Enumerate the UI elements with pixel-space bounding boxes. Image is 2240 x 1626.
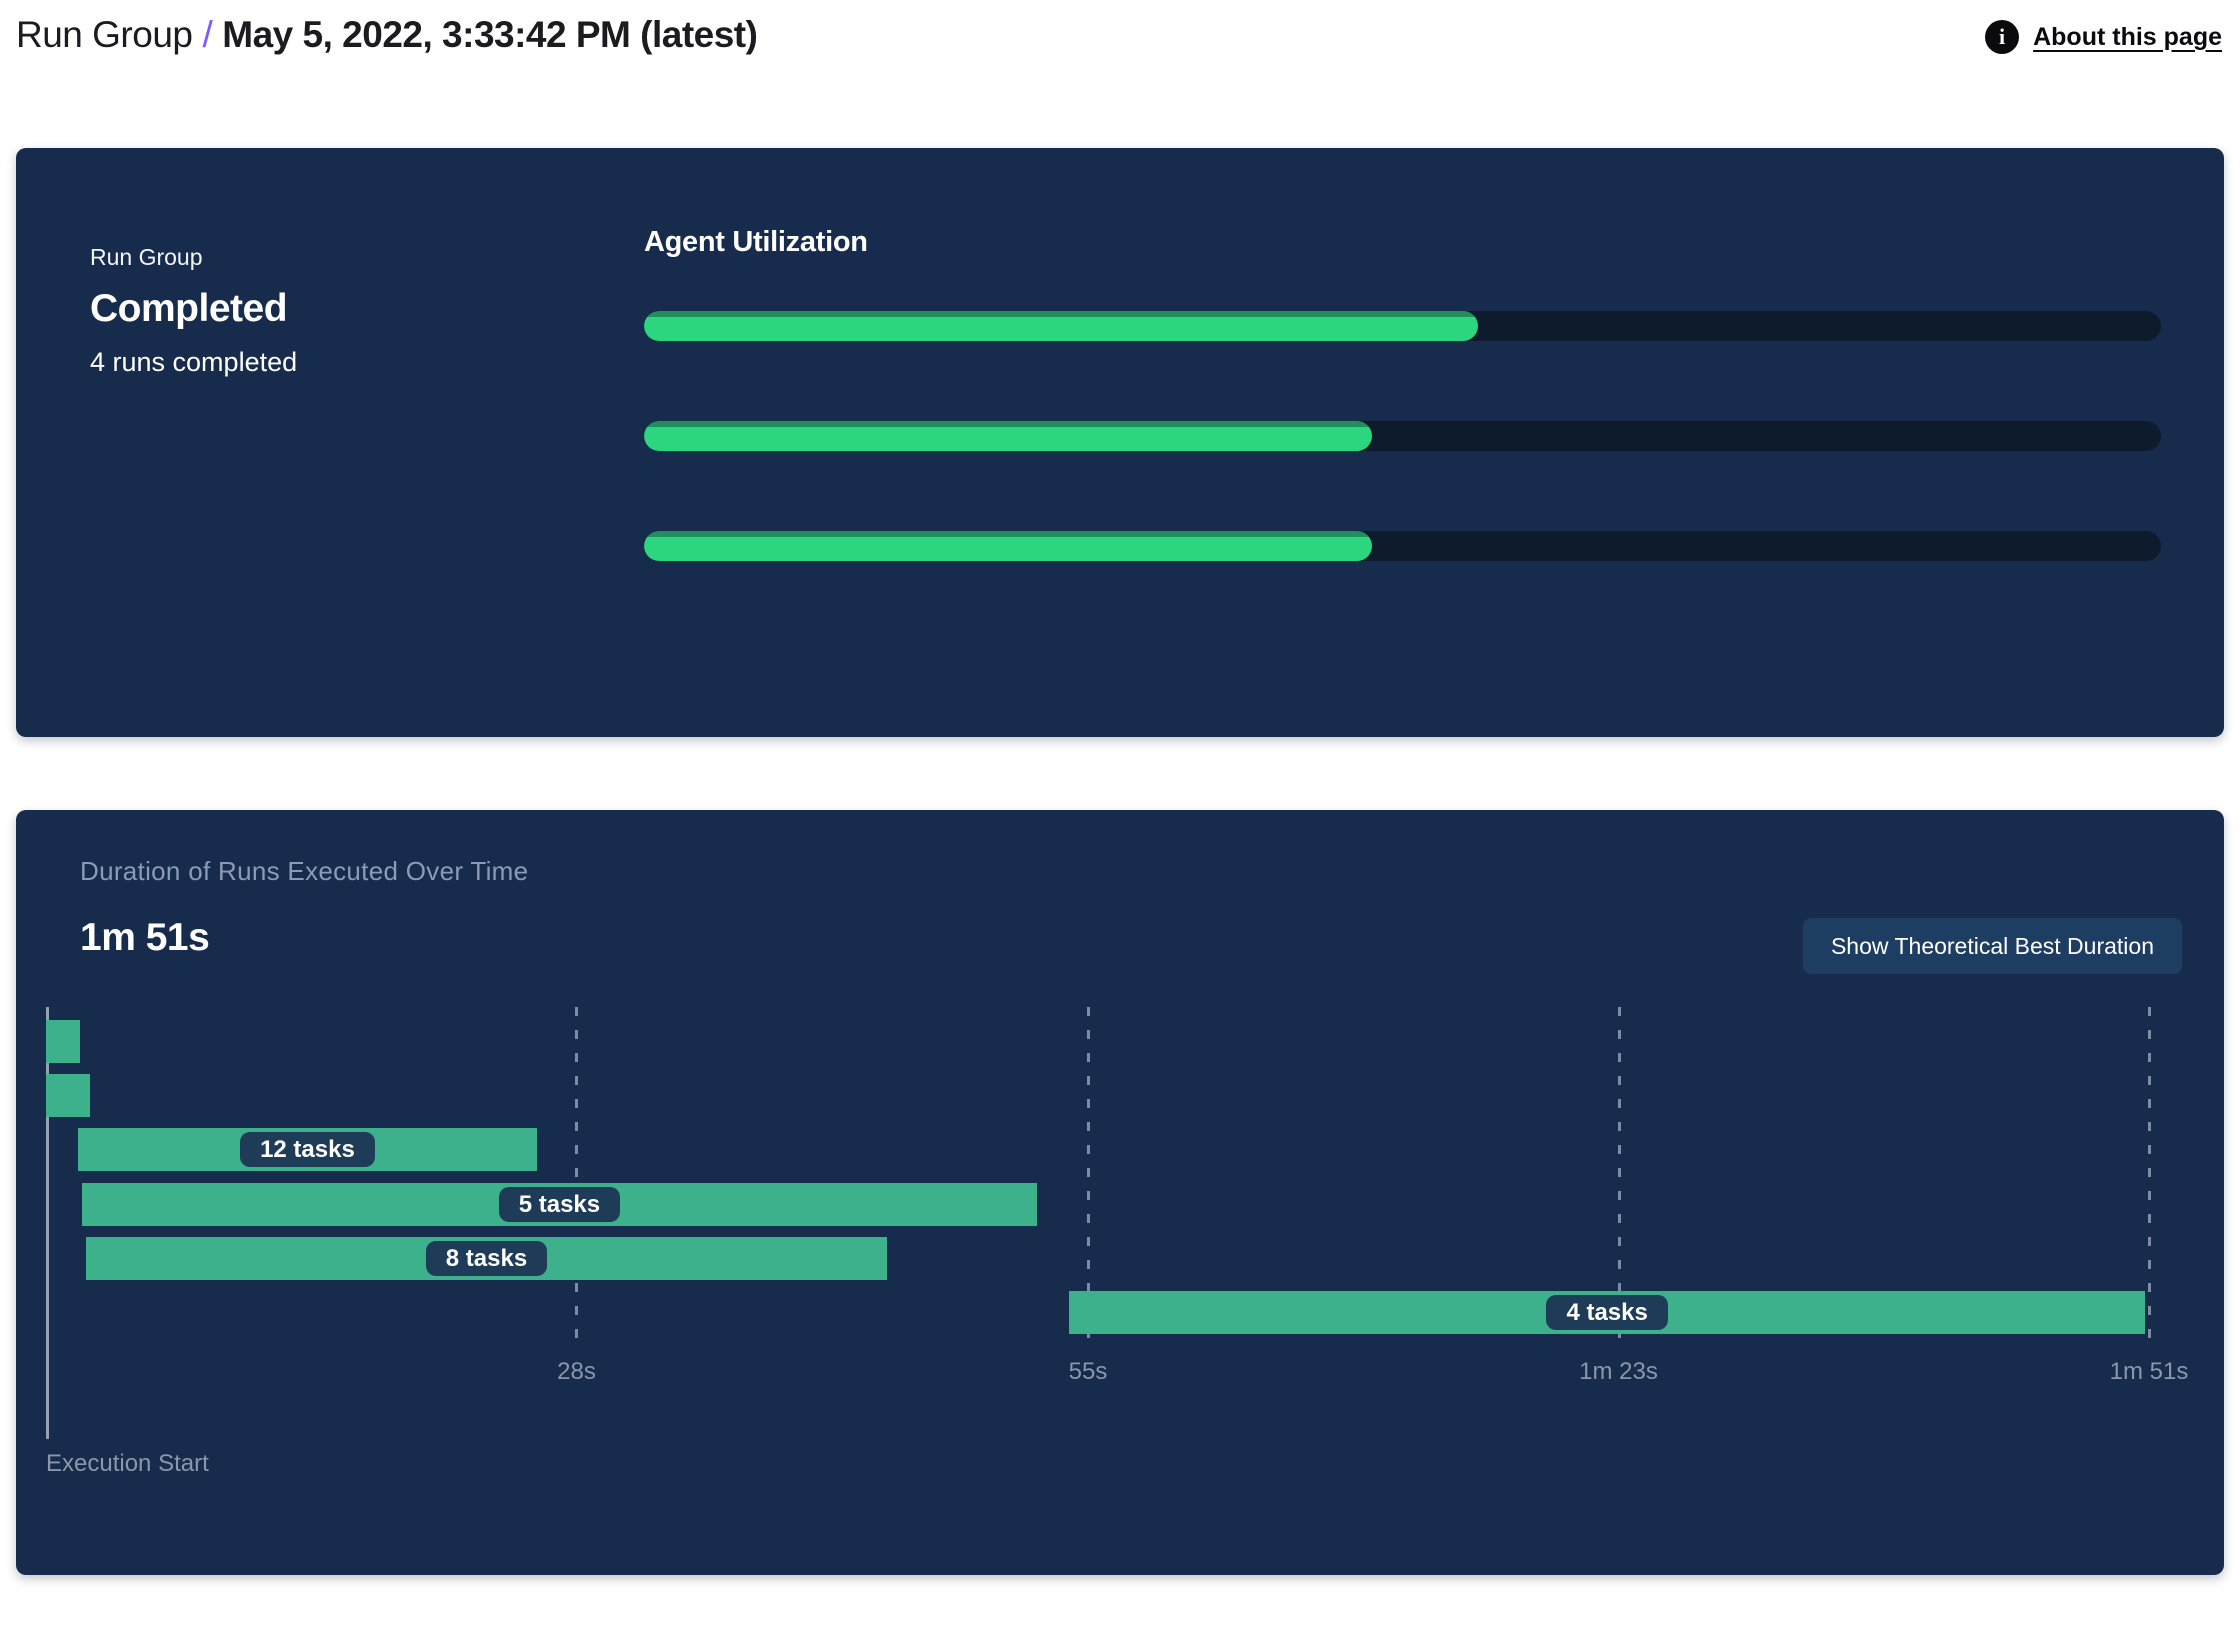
duration-gantt-chart: Execution Start 28s 55s 1m 23s 1m 51s 12 tas… <box>16 810 2224 1575</box>
x-axis-tick-label: 1m 51s <box>2109 1358 2189 1385</box>
run-duration-bar[interactable]: 4 tasks <box>1069 1291 2146 1334</box>
breadcrumb-separator: / <box>202 14 213 55</box>
agent-utilization-row <box>644 303 2161 341</box>
runs-completed-count: 4 runs completed <box>90 347 298 377</box>
run-duration-bar[interactable]: 8 tasks <box>85 1237 888 1280</box>
breadcrumb-root: Run Group <box>16 14 193 55</box>
x-axis-tick-label: 28s <box>557 1358 596 1385</box>
utilization-bar-track <box>644 531 2161 561</box>
info-icon[interactable]: i <box>1985 20 2020 54</box>
x-axis-tick-label: 1m 23s <box>1579 1358 1658 1385</box>
execution-start-label: Execution Start <box>46 1450 209 1477</box>
run-duration-bar[interactable]: 12 tasks <box>78 1128 537 1171</box>
utilization-bar-track <box>644 421 2161 451</box>
agent-utilization-row <box>644 523 2161 561</box>
total-duration-value: 1m 51s <box>80 916 210 959</box>
duration-panel: Duration of Runs Executed Over Time 1m 5… <box>16 810 2224 1575</box>
status-completed: Completed <box>90 287 288 330</box>
utilization-bar-fill <box>644 421 1373 451</box>
run-duration-bar[interactable] <box>46 1074 90 1117</box>
gantt-gridline <box>575 1007 579 1352</box>
execution-start-axis-line <box>46 1007 49 1439</box>
about-this-page-link[interactable]: i About this page <box>1985 20 2222 54</box>
run-group-summary-panel: Run Group Completed 4 runs completed Age… <box>16 148 2224 737</box>
run-duration-bar[interactable] <box>46 1020 81 1063</box>
gantt-gridline <box>1617 1007 1621 1352</box>
agent-utilization-heading: Agent Utilization <box>644 226 868 258</box>
task-count-pill: 8 tasks <box>425 1241 548 1276</box>
show-theoretical-best-duration-button[interactable]: Show Theoretical Best Duration <box>1802 918 2182 974</box>
page-title: Run Group / May 5, 2022, 3:33:42 PM (lates… <box>16 14 758 56</box>
run-group-eyebrow: Run Group <box>90 244 203 270</box>
agent-utilization-rows <box>644 303 2161 561</box>
about-this-page-label[interactable]: About this page <box>2033 22 2222 51</box>
task-count-pill: 5 tasks <box>498 1187 621 1222</box>
task-count-pill: 12 tasks <box>240 1132 375 1167</box>
gantt-gridline <box>1087 1007 1091 1352</box>
run-group-status-block: Run Group Completed 4 runs completed <box>90 244 610 378</box>
gantt-gridline <box>2148 1007 2151 1352</box>
task-count-pill: 4 tasks <box>1546 1295 1668 1330</box>
utilization-bar-track <box>644 311 2161 341</box>
agent-utilization-section: Agent Utilization <box>644 226 2161 561</box>
duration-chart-subtitle: Duration of Runs Executed Over Time <box>80 856 529 886</box>
x-axis-tick-label: 55s <box>1068 1358 1108 1385</box>
run-duration-bar[interactable]: 5 tasks <box>81 1183 1037 1226</box>
utilization-bar-fill <box>644 311 1479 341</box>
page-title-date: May 5, 2022, 3:33:42 PM (latest) <box>222 14 758 55</box>
utilization-bar-fill <box>644 531 1373 561</box>
page-header: Run Group / May 5, 2022, 3:33:42 PM (lates… <box>0 0 2240 90</box>
agent-utilization-row <box>644 413 2161 451</box>
